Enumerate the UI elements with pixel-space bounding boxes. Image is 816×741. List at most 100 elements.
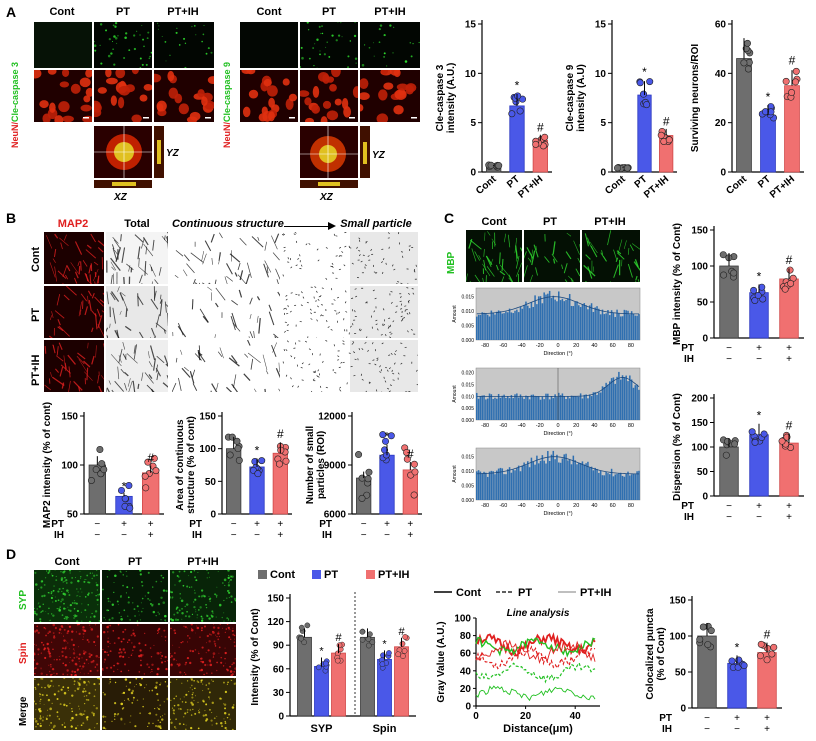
speck-dot <box>208 598 211 601</box>
speck-dot <box>140 581 143 583</box>
speck-dot <box>57 590 60 593</box>
significance-mark: * <box>255 444 260 458</box>
histogram-bar <box>636 471 638 500</box>
particle <box>301 379 304 381</box>
histogram-bar <box>565 299 567 340</box>
cell-body <box>326 110 339 121</box>
data-point <box>640 90 648 98</box>
fiber <box>154 290 157 299</box>
particle <box>391 369 393 372</box>
speck-dot <box>174 726 176 728</box>
histogram-bar <box>521 308 524 340</box>
legend-swatch <box>366 570 375 579</box>
speck-dot <box>57 690 60 693</box>
y-tick-label: 20 <box>715 118 727 129</box>
speck-dot <box>134 615 136 617</box>
speck-dot <box>35 662 39 666</box>
speck-dot <box>56 607 58 610</box>
histogram-bar <box>630 311 633 340</box>
fiber <box>217 351 223 357</box>
speck-dot <box>37 683 40 686</box>
fiber <box>238 289 243 298</box>
speck-dot <box>211 711 213 714</box>
data-point <box>359 636 366 643</box>
speck-dot <box>135 678 138 680</box>
speck-dot <box>216 636 218 638</box>
header-pt-c: PT <box>542 216 558 228</box>
speck-dot <box>94 40 95 43</box>
speck-dot <box>205 607 208 609</box>
fiber <box>94 281 96 284</box>
speck-dot <box>144 644 147 646</box>
speck-dot <box>147 571 150 574</box>
bar <box>760 114 776 173</box>
y-axis-label: Area of continuousstructure (% of cont) <box>175 416 197 514</box>
background <box>106 286 168 338</box>
cell-body <box>62 70 70 77</box>
histogram-bar <box>550 396 553 420</box>
particle <box>387 369 389 372</box>
speck-dot <box>217 571 219 572</box>
y-tick-label: 50 <box>697 467 709 478</box>
particle <box>300 366 303 369</box>
speck-dot <box>216 596 218 598</box>
speck-dot <box>71 694 74 697</box>
histogram-bar <box>528 399 531 420</box>
speck-dot <box>215 722 218 725</box>
fiber <box>174 274 179 278</box>
fiber <box>219 347 224 359</box>
fiber <box>97 275 100 284</box>
histogram-bar <box>481 312 483 340</box>
speck-dot <box>130 654 133 656</box>
speck-dot <box>76 595 78 597</box>
fiber <box>249 297 253 305</box>
data-point <box>787 279 795 287</box>
data-point <box>508 110 516 118</box>
histogram-bar <box>503 313 505 340</box>
category-label: Cont <box>474 173 499 196</box>
fiber <box>247 352 261 364</box>
micrograph-b-map2-cont <box>44 232 104 284</box>
speck-dot <box>96 722 98 725</box>
speck-dot <box>230 575 233 578</box>
speck-dot <box>35 629 39 632</box>
panel-label-a: A <box>6 4 17 20</box>
histogram-bar <box>596 394 598 420</box>
histogram-bar <box>554 299 556 340</box>
particle <box>305 243 308 246</box>
fiber <box>629 244 634 251</box>
histogram-bar <box>497 310 500 340</box>
speck-dot <box>58 685 60 687</box>
speck-dot <box>313 65 315 67</box>
speck-dot <box>149 602 152 605</box>
speck-dot <box>307 29 310 31</box>
speck-dot <box>210 614 212 616</box>
speck-dot <box>160 596 163 600</box>
cell-body <box>378 89 388 101</box>
speck-dot <box>74 615 77 618</box>
speck-dot <box>206 614 209 618</box>
fiber <box>74 271 79 279</box>
speck-dot <box>164 635 167 638</box>
fiber <box>278 388 280 392</box>
speck-dot <box>208 576 210 578</box>
speck-dot <box>97 604 99 606</box>
speck-dot <box>46 694 48 697</box>
speck-dot <box>56 711 59 714</box>
fiber <box>186 263 195 274</box>
x-axis-label: Direction (°) <box>543 351 572 357</box>
speck-dot <box>211 615 214 618</box>
speck-dot <box>216 669 218 672</box>
fiber <box>486 266 495 277</box>
speck-dot <box>98 593 100 596</box>
histogram-bar <box>638 389 640 420</box>
data-point <box>754 291 762 299</box>
fiber <box>631 243 640 250</box>
particle <box>354 288 357 290</box>
speck-dot <box>93 705 95 707</box>
speck-dot <box>232 627 234 629</box>
speck-dot <box>37 603 39 605</box>
speck-dot <box>96 635 99 638</box>
fiber <box>202 253 207 265</box>
fiber <box>88 264 92 274</box>
